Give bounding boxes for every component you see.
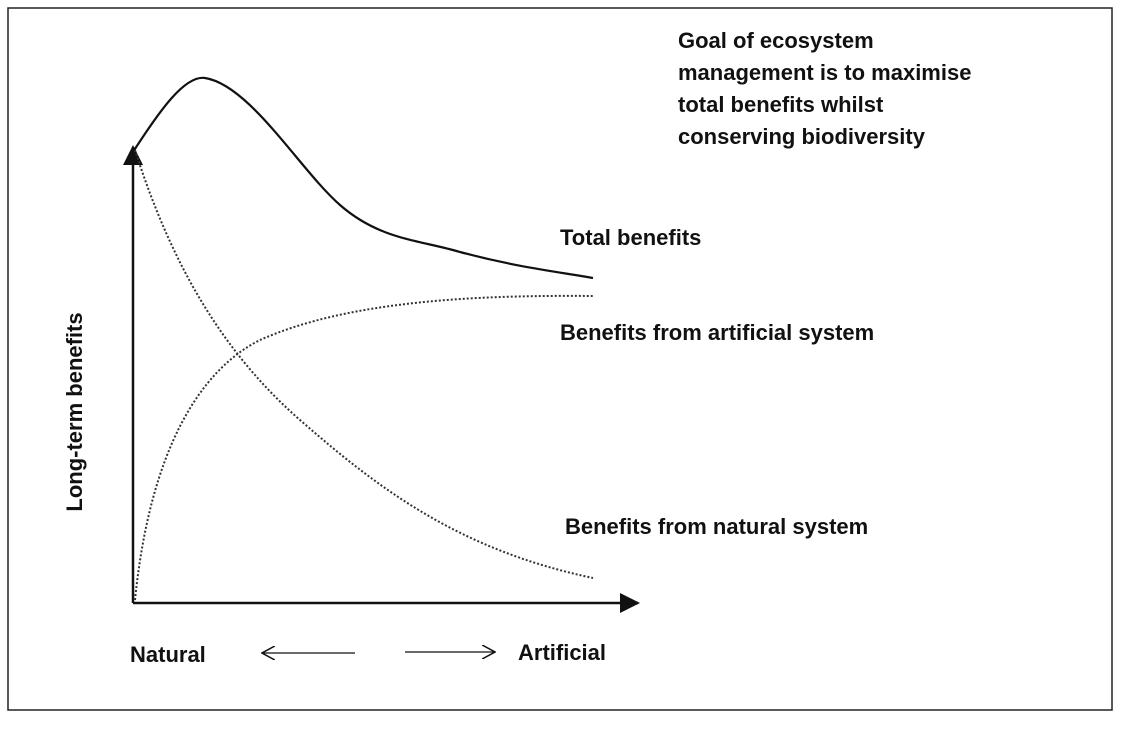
total-benefits-curve [132,76,594,280]
y-axis-label: Long-term benefits [62,312,87,511]
frame [7,7,1113,711]
annotation-line: Goal of ecosystem [678,28,874,53]
curve-label: Benefits from natural system [565,514,868,539]
artificial-benefits-curve [134,294,594,601]
curve-label: Benefits from artificial system [560,320,874,345]
x-axis-label: Artificial [518,640,606,665]
annotation-line: conserving biodiversity [678,124,926,149]
annotation-line: management is to maximise [678,60,971,85]
natural-benefits-curve [134,149,594,579]
x-axis-label: Natural [130,642,206,667]
annotation-line: total benefits whilst [678,92,884,117]
curve-label: Total benefits [560,225,701,250]
